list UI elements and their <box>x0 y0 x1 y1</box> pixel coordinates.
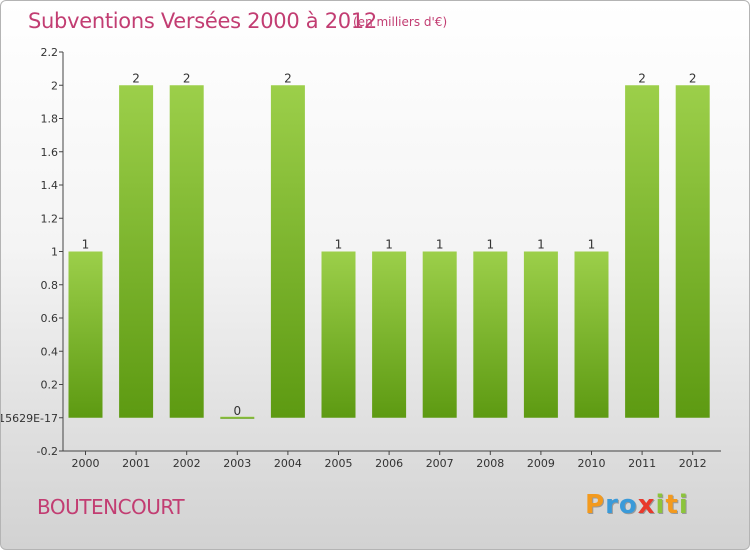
y-tick-label: -0.2 <box>37 445 58 458</box>
logo-letter: i <box>678 490 689 520</box>
x-tick-label: 2010 <box>578 457 606 470</box>
x-tick-label: 2001 <box>122 457 150 470</box>
logo-letter: P <box>585 490 606 520</box>
data-label: 1 <box>335 238 343 252</box>
x-tick-label: 2002 <box>173 457 201 470</box>
x-tick-label: 2004 <box>274 457 302 470</box>
bar <box>220 416 255 419</box>
data-label: 1 <box>82 238 90 252</box>
commune-name: BOUTENCOURT <box>37 495 185 519</box>
bar <box>422 251 457 418</box>
x-axis: 2000 2001 2002 2003 2004 2005 2006 2007 2008 2009… <box>63 450 721 470</box>
data-label: 1 <box>436 238 444 252</box>
y-tick-label: 0.2 <box>41 379 59 392</box>
bar <box>321 251 356 418</box>
x-tick-label: 2006 <box>375 457 403 470</box>
bar <box>625 85 660 418</box>
y-tick-label: 1.4 <box>41 179 59 192</box>
bar <box>68 251 103 418</box>
bar <box>119 85 154 418</box>
logo-letter: t <box>665 490 679 520</box>
y-tick-label: 0.8 <box>41 279 59 292</box>
x-tick-label: 2007 <box>426 457 454 470</box>
y-tick-label: 1.2 <box>41 212 59 225</box>
data-label: 1 <box>537 238 545 252</box>
bar <box>574 251 609 418</box>
bar <box>523 251 558 418</box>
y-tick-label: 0.4 <box>41 345 59 358</box>
data-label: 2 <box>284 71 292 85</box>
y-tick-label: 1.6 <box>41 146 59 159</box>
x-tick-label: 2000 <box>72 457 100 470</box>
data-label: 2 <box>183 71 191 85</box>
logo-letter: i <box>655 490 666 520</box>
y-tick-label: 0.6 <box>41 312 59 325</box>
proxiti-logo: Proxiti <box>585 490 689 520</box>
logo-letter: x <box>637 490 656 520</box>
bar <box>270 85 305 418</box>
chart-title: Subventions Versées 2000 à 2012 <box>28 9 377 33</box>
y-axis: 2.2 2 1.8 1.6 1.4 1.2 1 0.8 0.6 0.4 0.2 -1.15629E-1… <box>1 46 64 458</box>
bar <box>473 251 508 418</box>
y-tick-label: -1.15629E-17 <box>1 412 58 425</box>
bar <box>169 85 204 418</box>
bars: 1 2 2 0 2 1 1 1 1 1 1 2 2 <box>68 71 710 419</box>
logo-letter: o <box>618 490 638 520</box>
data-label: 1 <box>486 238 494 252</box>
chart-subtitle: (en milliers d'€) <box>353 15 448 29</box>
y-tick-label: 1 <box>51 246 58 259</box>
x-tick-label: 2012 <box>679 457 707 470</box>
data-label: 2 <box>638 71 646 85</box>
bar <box>372 251 407 418</box>
data-label: 2 <box>132 71 140 85</box>
logo-letter: r <box>605 490 619 520</box>
data-label: 0 <box>233 404 241 418</box>
x-tick-label: 2008 <box>476 457 504 470</box>
x-tick-label: 2009 <box>527 457 555 470</box>
x-tick-label: 2003 <box>223 457 251 470</box>
data-label: 1 <box>588 238 596 252</box>
bar <box>675 85 710 418</box>
data-label: 1 <box>385 238 393 252</box>
x-tick-label: 2011 <box>628 457 656 470</box>
x-tick-label: 2005 <box>325 457 353 470</box>
y-tick-label: 2 <box>51 79 58 92</box>
y-tick-label: 1.8 <box>41 113 59 126</box>
data-label: 2 <box>689 71 697 85</box>
y-tick-label: 2.2 <box>41 46 59 59</box>
